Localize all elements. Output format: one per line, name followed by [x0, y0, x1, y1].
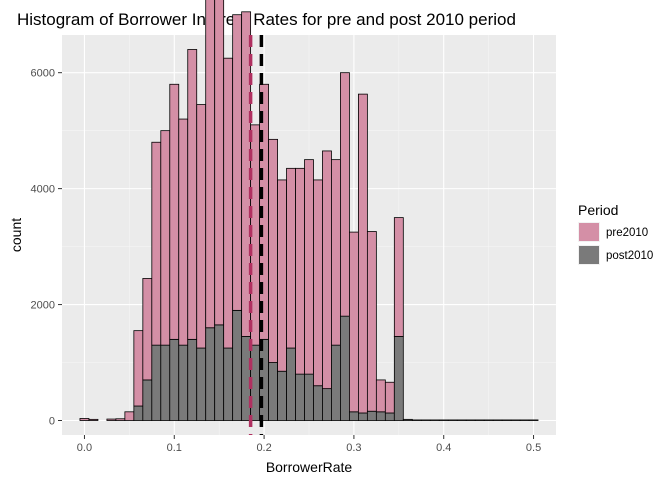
bar-post2010 [187, 338, 198, 421]
bar-pre2010 [295, 167, 305, 375]
y-axis-ticks: 0 2000 4000 6000 [31, 68, 62, 428]
bar-pre2010 [393, 217, 404, 337]
bar-post2010 [447, 419, 458, 421]
bar-post2010 [357, 412, 368, 421]
bar-post2010 [295, 373, 305, 421]
bar-pre2010 [196, 104, 207, 349]
bar-pre2010 [232, 14, 243, 311]
legend-label-post2010: post2010 [606, 250, 653, 262]
legend-label-pre2010: pre2010 [606, 227, 648, 239]
bar-post2010 [223, 347, 234, 421]
bar-post2010 [438, 419, 449, 421]
bar-pre2010 [106, 418, 117, 421]
bar-post2010 [474, 419, 485, 421]
legend-swatch-post2010 [579, 246, 599, 264]
bar-post2010 [340, 315, 350, 421]
bar-pre2010 [151, 141, 162, 346]
bar-pre2010 [366, 231, 377, 412]
bar-post2010 [411, 419, 422, 421]
bar-pre2010 [277, 179, 287, 372]
bar-post2010 [519, 419, 530, 421]
bar-post2010 [501, 419, 512, 421]
bar-pre2010 [142, 278, 153, 381]
bar-pre2010 [313, 179, 323, 387]
bar-post2010 [528, 419, 539, 421]
bar-post2010 [331, 344, 341, 421]
bar-post2010 [151, 344, 162, 421]
x-tick-label: 0.1 [167, 442, 182, 454]
bar-pre2010 [169, 83, 180, 340]
bar-post2010 [313, 385, 323, 421]
y-tick-label: 2000 [31, 300, 55, 312]
bar-post2010 [375, 411, 386, 421]
x-tick-label: 0.5 [526, 442, 541, 454]
bar-pre2010 [214, 0, 225, 326]
x-axis-title: BorrowerRate [266, 459, 353, 475]
mean-lines [248, 35, 264, 435]
bar-post2010 [277, 370, 287, 421]
bar-post2010 [304, 373, 314, 421]
bar-post2010 [214, 324, 225, 421]
x-tick-label: 0.3 [346, 442, 361, 454]
bar-post2010 [429, 419, 440, 421]
bar-post2010 [492, 419, 503, 421]
y-tick-label: 6000 [31, 68, 55, 80]
x-axis-ticks: 0.0 0.1 0.2 0.3 0.4 0.5 [77, 435, 541, 454]
bar-post2010 [420, 419, 431, 421]
bar-pre2010 [88, 418, 99, 421]
bar-pre2010 [160, 130, 171, 346]
bar-post2010 [366, 410, 377, 421]
bar-post2010 [402, 418, 413, 421]
bar-post2010 [232, 309, 243, 421]
bar-post2010 [322, 388, 332, 421]
bar-post2010 [133, 405, 144, 421]
x-tick-label: 0.2 [256, 442, 271, 454]
bar-post2010 [268, 362, 278, 421]
bar-pre2010 [331, 159, 341, 346]
legend-title: Period [578, 202, 618, 218]
bar-pre2010 [115, 418, 126, 421]
bar-pre2010 [286, 167, 296, 349]
bar-pre2010 [79, 418, 90, 421]
bar-pre2010 [178, 118, 189, 346]
bar-pre2010 [375, 379, 386, 413]
bar-pre2010 [384, 381, 395, 414]
bar-post2010 [510, 419, 521, 421]
bar-pre2010 [304, 159, 314, 375]
bar-post2010 [286, 347, 296, 421]
y-axis-title: count [8, 218, 24, 252]
bar-post2010 [178, 344, 189, 421]
bar-post2010 [196, 347, 207, 421]
bar-pre2010 [124, 411, 135, 421]
x-tick-label: 0.4 [436, 442, 451, 454]
bar-pre2010 [223, 57, 234, 349]
histogram-bars [79, 0, 539, 421]
bar-post2010 [160, 344, 171, 421]
x-tick-label: 0.0 [77, 442, 92, 454]
bar-pre2010 [340, 72, 350, 317]
bar-pre2010 [205, 0, 216, 329]
bar-post2010 [169, 338, 180, 421]
bar-post2010 [465, 419, 476, 421]
bar-pre2010 [357, 93, 368, 414]
bar-post2010 [349, 411, 359, 421]
bar-pre2010 [349, 231, 359, 413]
bar-pre2010 [133, 330, 144, 407]
y-tick-label: 0 [49, 416, 55, 428]
bar-post2010 [384, 412, 395, 421]
bar-post2010 [483, 419, 494, 421]
chart-title: Histogram of Borrower Interest Rates for… [17, 10, 516, 29]
bar-pre2010 [187, 49, 198, 340]
bar-pre2010 [268, 138, 278, 363]
bar-post2010 [142, 379, 153, 421]
bar-post2010 [205, 327, 216, 421]
legend: Period pre2010 post2010 [578, 202, 653, 265]
y-tick-label: 4000 [31, 184, 55, 196]
legend-swatch-pre2010 [579, 223, 599, 241]
bar-pre2010 [322, 150, 332, 390]
bar-post2010 [456, 419, 467, 421]
bar-post2010 [393, 336, 404, 421]
